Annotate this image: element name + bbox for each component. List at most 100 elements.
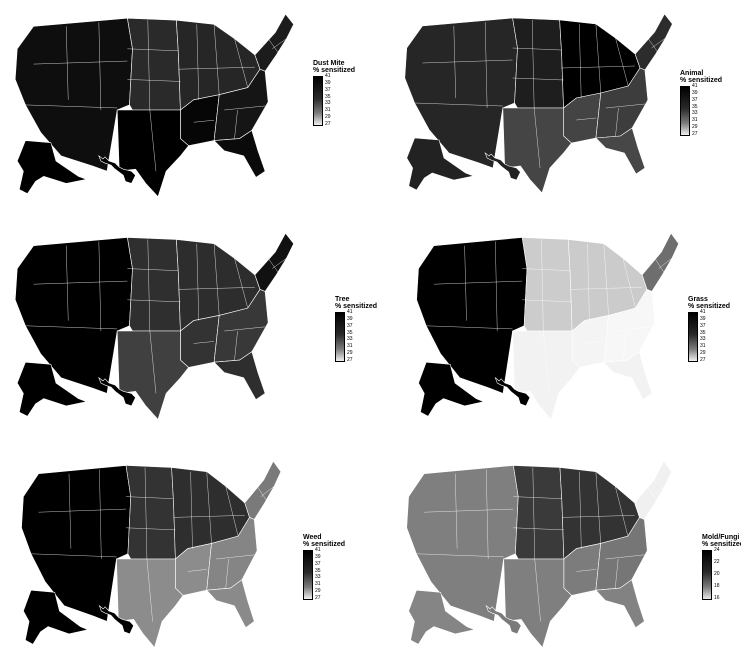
weed-state-border [125,527,176,531]
legend-title: Mold/Fungi [702,534,740,541]
tree-state-border [98,241,102,332]
legend-tick-label: 33 [315,574,321,581]
grass-state-border [543,330,550,394]
tree-region-plains [127,237,181,332]
animal-state-border [531,19,535,109]
grass-state-border [584,341,604,344]
legend-subtitle: % sensitized [702,541,741,548]
legend-tick-label: 29 [347,350,353,357]
legend-title: Weed [303,534,322,541]
animal-state-border [512,47,562,51]
animal-region-texas [502,107,572,194]
animal-state-border [615,107,619,137]
animal-state-border [579,23,582,99]
legend-tick-label: 31 [325,107,331,114]
mold-fungi-state-border [576,569,596,572]
dust-mite-region-texas [116,109,190,198]
grass-region-northeast [641,232,680,292]
mold-fungi-region-alaska [408,589,476,645]
weed-map [21,460,282,649]
animal-region-alaska [406,137,475,191]
legend-tick-label: 27 [347,357,353,363]
mold-fungi-state-border [647,486,658,501]
legend-title: Tree [335,296,350,303]
grass-state-border [622,258,636,309]
dust-mite-region-hawaii [98,155,136,184]
mold-fungi-map [406,460,672,649]
tree-state-border [127,299,181,303]
legend-tick-label: 37 [315,560,321,567]
dust-mite-map [14,13,295,198]
legend-tick-label: 33 [700,336,706,343]
tree-state-border [147,239,151,332]
tree-state-border [267,258,279,273]
legend-tick-label: 39 [692,89,698,96]
legend-tick-label: 35 [700,329,706,336]
mold-fungi-state-border [615,558,619,589]
mold-fungi-state-border [651,486,665,497]
animal-map [404,13,673,194]
legend-color-bar [680,86,690,136]
animal-legend: Animal% sensitized 41 39 37 35 33 31 29 27 [680,70,730,150]
tree-state-border [234,330,238,361]
legend-tick-label: 35 [347,329,353,336]
legend-tick-label: 37 [692,96,698,103]
tree-state-border [127,268,179,271]
grass-region-alaska [418,361,485,417]
legend-tick-label: 16 [714,595,720,601]
legend-tick-label: 39 [700,315,706,322]
legend-tick-label: 41 [325,73,331,79]
dust-mite-state-border [234,109,238,139]
legend-tick-label: 39 [315,553,321,560]
weed-state-border [225,486,239,537]
legend-tick-label: 37 [325,86,331,93]
grass-state-border [426,325,513,330]
mold-fungi-region-northeast [634,460,672,520]
weed-state-border [30,553,117,558]
animal-state-border [605,103,645,109]
legend-tick-label: 35 [315,567,321,574]
legend-subtitle: % sensitized [313,67,356,74]
legend-tick-label: 27 [700,357,706,363]
dust-mite-state-border [213,24,220,95]
legend-color-bar [688,312,698,362]
mold-fungi-state-border [416,553,504,558]
animal-state-border [484,21,488,109]
animal-state-border [615,37,629,87]
legend-tick-label: 33 [692,110,698,117]
mold-fungi-region-florida [595,579,645,629]
grass-map [416,232,680,421]
animal-state-border [595,23,602,94]
mold-fungi-state-border [615,486,629,537]
weed-region-florida [206,579,255,629]
mold-fungi-state-border [424,508,514,513]
animal-region-hawaii [484,152,521,181]
animal-state-border [512,77,564,81]
mold-fungi-state-border [534,558,541,622]
legend-tick-label: 29 [325,114,331,121]
grass-state-border [541,239,544,332]
dust-mite-state-border [272,38,287,49]
tree-state-border [193,341,215,344]
legend-tick-label: 37 [700,322,706,329]
mold-fungi-state-border [513,496,562,499]
legend-title: Animal [680,70,704,77]
weed-state-border [225,558,229,589]
animal-state-border [647,37,658,53]
grass-legend: Grass% sensitized 41 39 37 35 33 31 29 27 [688,296,738,376]
animal-region-northeast [634,13,673,71]
mold-fungi-state-border [486,469,489,560]
dust-mite-region-alaska [16,140,88,195]
legend-tick-label: 27 [692,131,698,137]
map-panel-dust-mite: Dust Mite% sensitized 41 39 37 35 33 31 29 27 [0,0,370,215]
tree-region-alaska [16,361,88,417]
tree-state-border [224,326,266,332]
map-panel-animal: Animal% sensitized 41 39 37 35 33 31 29 27 [385,0,741,215]
grass-region-hawaii [494,376,531,407]
tree-state-border [149,330,157,394]
tree-state-border [234,258,248,309]
legend-tick-label: 33 [347,336,353,343]
dust-mite-state-border [267,38,279,54]
dust-mite-state-border [25,104,118,109]
weed-state-border [144,467,148,560]
